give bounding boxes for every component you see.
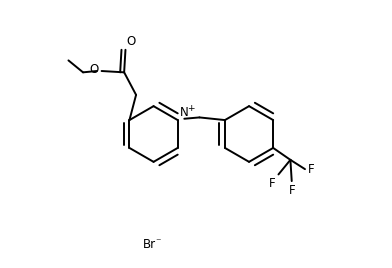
Text: F: F — [289, 184, 295, 197]
Text: ⁻: ⁻ — [155, 238, 160, 248]
Text: F: F — [308, 163, 314, 176]
Text: O: O — [126, 35, 136, 48]
Text: N: N — [180, 106, 189, 119]
Text: +: + — [187, 105, 194, 113]
Text: F: F — [269, 177, 276, 189]
Text: Br: Br — [143, 237, 156, 251]
Text: O: O — [89, 63, 98, 76]
